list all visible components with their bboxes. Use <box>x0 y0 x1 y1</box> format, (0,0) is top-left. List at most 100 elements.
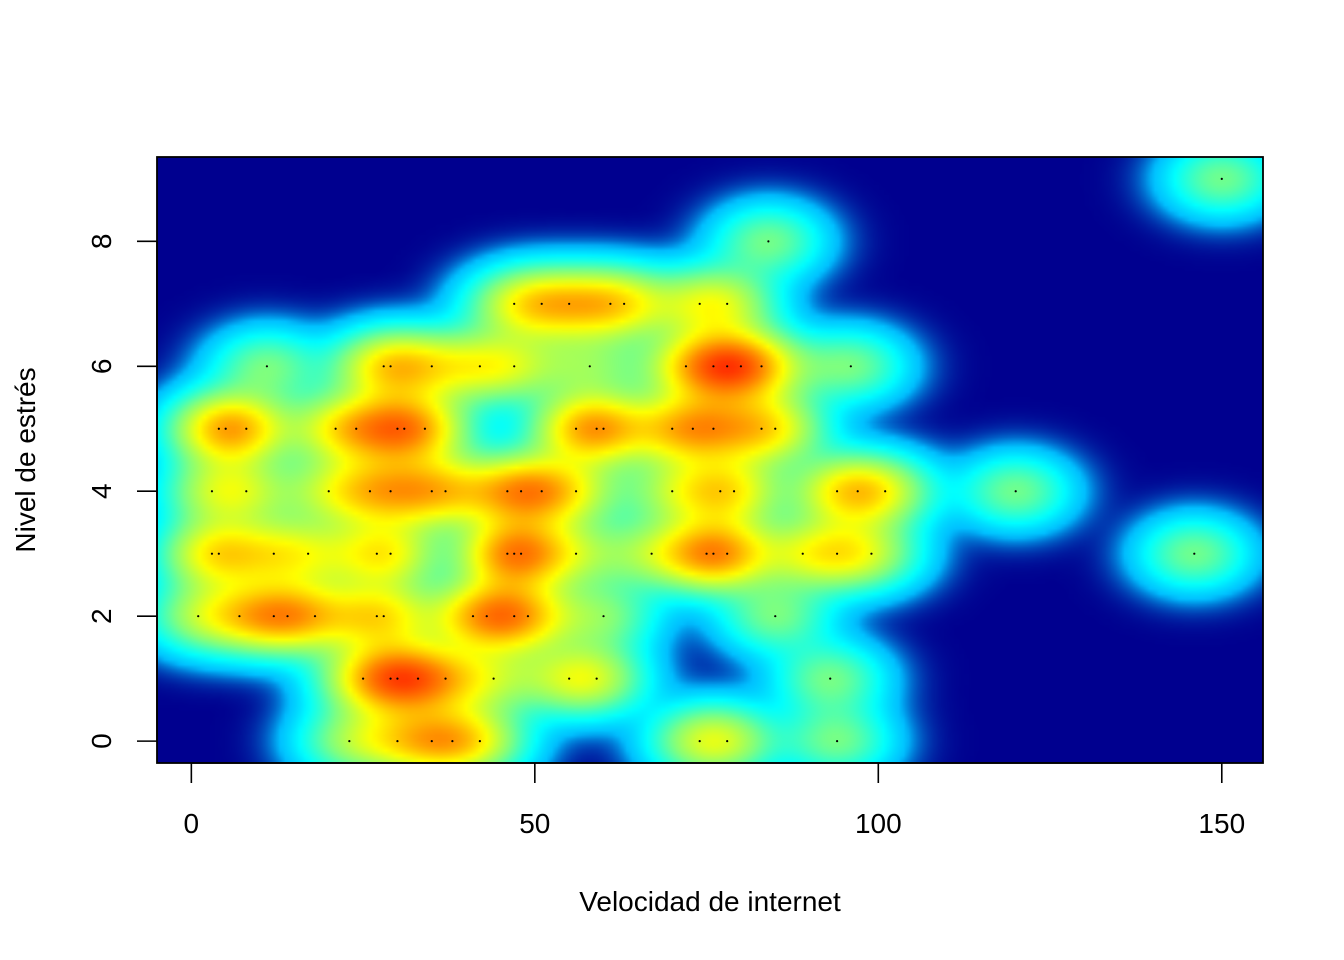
data-point <box>444 677 447 680</box>
data-point <box>197 615 200 618</box>
data-point <box>671 427 674 430</box>
data-point <box>732 490 736 493</box>
data-point <box>513 552 516 555</box>
data-point <box>1193 552 1196 555</box>
data-point <box>444 490 447 493</box>
data-point <box>774 615 777 618</box>
y-axis-label: Nivel de estrés <box>10 367 41 552</box>
data-point <box>396 427 399 430</box>
y-axis: 0 2 4 6 8 <box>86 234 158 749</box>
data-point <box>375 615 378 618</box>
data-point <box>801 552 804 555</box>
data-point <box>403 427 406 430</box>
data-point <box>471 615 475 618</box>
data-point <box>265 365 269 368</box>
x-tick-label: 150 <box>1198 808 1245 839</box>
data-point <box>849 365 852 368</box>
data-point <box>835 740 839 743</box>
data-point <box>485 615 488 618</box>
data-point <box>588 365 591 368</box>
data-point <box>574 552 578 555</box>
heatmap-image <box>157 157 1263 763</box>
data-point <box>760 365 763 368</box>
data-point <box>726 365 729 368</box>
data-point <box>272 552 275 555</box>
data-point <box>210 552 214 555</box>
data-point <box>856 490 859 493</box>
data-point <box>705 552 708 555</box>
data-point <box>492 677 495 680</box>
data-point <box>361 677 365 680</box>
data-point <box>389 677 392 680</box>
data-point <box>217 427 220 430</box>
data-point <box>217 552 220 555</box>
data-point <box>884 490 887 493</box>
data-point <box>650 552 653 555</box>
x-tick-label: 50 <box>519 808 550 839</box>
x-tick-label: 0 <box>184 808 200 839</box>
data-point <box>513 302 516 305</box>
data-point <box>513 615 516 618</box>
x-axis: 0 50 100 150 <box>184 762 1245 839</box>
data-point <box>519 490 523 493</box>
data-point <box>382 365 385 368</box>
data-point <box>691 427 694 430</box>
data-point <box>389 552 392 555</box>
data-point <box>684 365 688 368</box>
data-point <box>712 552 715 555</box>
data-point <box>327 490 330 493</box>
data-point <box>574 427 578 430</box>
data-point <box>712 427 715 430</box>
plot-area <box>157 157 1263 763</box>
data-point <box>396 740 399 743</box>
data-point <box>540 302 543 305</box>
data-point <box>478 740 481 743</box>
data-point <box>368 490 372 493</box>
data-point <box>526 615 530 618</box>
y-tick-label: 6 <box>86 358 117 374</box>
data-point <box>568 302 571 305</box>
data-point <box>698 740 701 743</box>
data-point <box>835 490 839 493</box>
data-point <box>835 552 839 555</box>
data-point <box>602 427 605 430</box>
data-point <box>210 490 214 493</box>
data-point <box>245 427 248 430</box>
data-point <box>726 552 729 555</box>
data-point <box>423 427 427 430</box>
y-tick-label: 8 <box>86 234 117 250</box>
data-point <box>451 740 454 743</box>
data-point <box>671 490 674 493</box>
data-point <box>307 552 310 555</box>
data-point <box>313 615 317 618</box>
data-point <box>355 427 358 430</box>
y-tick-label: 0 <box>86 733 117 749</box>
data-point <box>430 490 433 493</box>
x-tick-label: 100 <box>855 808 902 839</box>
data-point <box>602 615 605 618</box>
data-point <box>698 302 701 305</box>
data-point <box>719 490 722 493</box>
data-point <box>595 427 598 430</box>
x-axis-label: Velocidad de internet <box>579 886 841 917</box>
data-point <box>739 365 743 368</box>
data-points <box>197 177 1223 743</box>
data-point <box>506 552 509 555</box>
data-point <box>712 365 715 368</box>
data-point <box>540 490 543 493</box>
y-tick-label: 2 <box>86 608 117 624</box>
data-point <box>478 365 481 368</box>
data-point <box>1220 177 1223 180</box>
data-point <box>726 302 729 305</box>
data-point <box>513 365 516 368</box>
data-point <box>416 677 420 680</box>
data-point <box>574 490 578 493</box>
data-point <box>760 427 763 430</box>
data-point <box>272 615 275 618</box>
data-point <box>623 302 626 305</box>
data-point <box>375 552 378 555</box>
data-point <box>238 615 241 618</box>
data-point <box>334 427 337 430</box>
data-point <box>430 740 433 743</box>
